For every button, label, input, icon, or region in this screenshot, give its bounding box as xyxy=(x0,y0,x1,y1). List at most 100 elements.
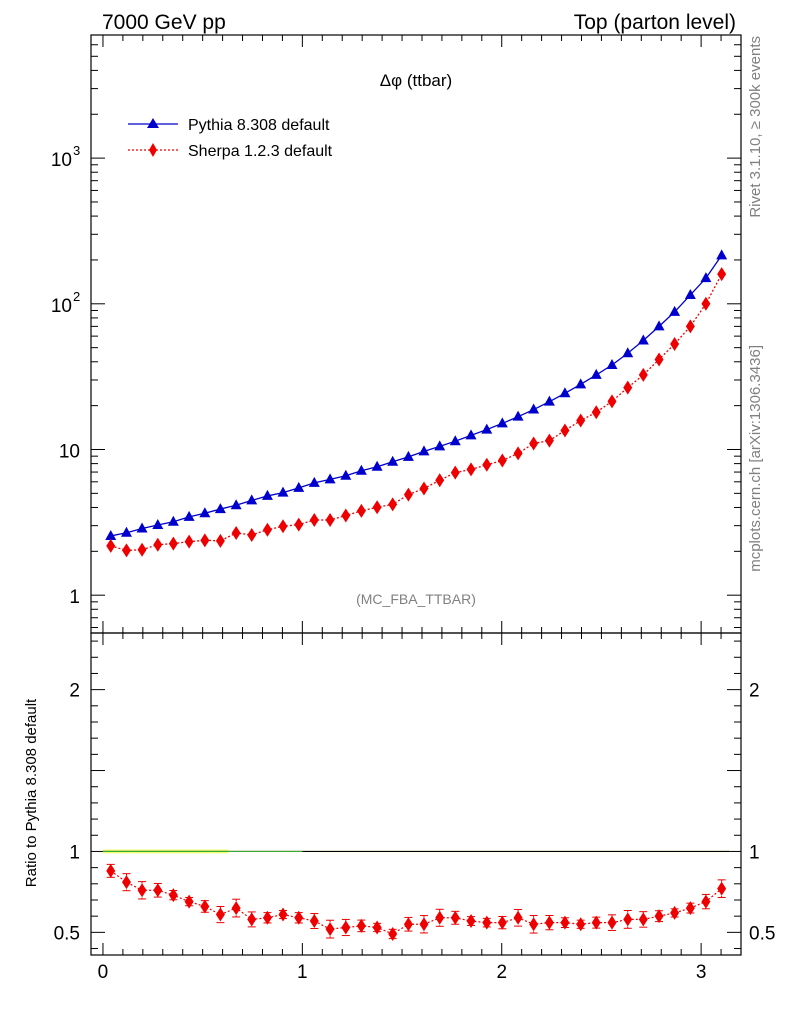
sherpa-ratio-point xyxy=(184,894,194,909)
sherpa-point xyxy=(638,367,648,382)
ratio-y-tick-label-right: 1 xyxy=(749,842,760,863)
pythia-point xyxy=(606,359,618,370)
pythia-point xyxy=(528,403,540,414)
sherpa-point xyxy=(325,513,335,528)
pythia-point xyxy=(261,489,273,500)
sherpa-ratio-point xyxy=(529,917,539,932)
sherpa-point xyxy=(372,500,382,515)
sherpa-point xyxy=(419,481,429,496)
sherpa-point xyxy=(435,473,445,488)
sherpa-line xyxy=(110,273,723,552)
pythia-point xyxy=(340,469,352,480)
pythia-point xyxy=(543,395,555,406)
y-tick-label: 1 xyxy=(69,587,80,608)
sherpa-ratio-point xyxy=(309,914,319,929)
chart-watermark: (MC_FBA_TTBAR) xyxy=(356,591,476,607)
sherpa-ratio-point xyxy=(403,917,413,932)
pythia-point xyxy=(246,494,258,505)
y-tick-label-exponent: 3 xyxy=(73,143,80,158)
sherpa-point xyxy=(309,513,319,528)
sherpa-point xyxy=(106,538,116,553)
sherpa-ratio-point xyxy=(623,912,633,927)
sherpa-ratio-point xyxy=(106,863,116,878)
sherpa-point xyxy=(544,433,554,448)
sherpa-ratio-point xyxy=(419,917,429,932)
sherpa-point xyxy=(466,462,476,477)
sherpa-ratio-point xyxy=(685,901,695,916)
ratio-y-tick-label: 2 xyxy=(69,681,80,702)
legend-label-pythia: Pythia 8.308 default xyxy=(188,117,330,134)
sherpa-point xyxy=(450,465,460,480)
sherpa-point xyxy=(262,522,272,537)
sherpa-ratio-point xyxy=(450,910,460,925)
sherpa-ratio-point xyxy=(247,912,257,927)
x-tick-label: 3 xyxy=(696,962,707,983)
pythia-point xyxy=(324,473,336,484)
sherpa-ratio-point xyxy=(388,926,398,941)
pythia-point xyxy=(387,455,399,466)
main-series-layer xyxy=(105,249,728,558)
sherpa-point xyxy=(184,534,194,549)
pythia-point xyxy=(105,529,117,540)
sherpa-ratio-point xyxy=(513,910,523,925)
sherpa-point xyxy=(513,446,523,461)
sherpa-ratio-point xyxy=(717,881,727,896)
sherpa-ratio-point xyxy=(121,875,131,890)
sherpa-ratio-point xyxy=(137,883,147,898)
pythia-point xyxy=(449,435,461,446)
ratio-y-tick-label: 1 xyxy=(69,842,80,863)
sherpa-point xyxy=(607,394,617,409)
sherpa-point xyxy=(137,542,147,557)
sherpa-ratio-point xyxy=(560,915,570,930)
y-tick-label: 10 xyxy=(51,296,72,317)
pythia-point xyxy=(230,499,242,510)
legend-marker-sherpa xyxy=(149,143,157,157)
sherpa-point xyxy=(560,423,570,438)
y-tick-label: 10 xyxy=(59,441,80,462)
legend-marker-pythia xyxy=(147,118,159,128)
sherpa-ratio-point xyxy=(544,915,554,930)
sherpa-point xyxy=(278,519,288,534)
sherpa-ratio-point xyxy=(215,907,225,922)
sherpa-point xyxy=(717,267,727,282)
sherpa-ratio-point xyxy=(325,922,335,937)
sherpa-point xyxy=(670,336,680,351)
pythia-point xyxy=(167,515,179,526)
sherpa-point xyxy=(231,526,241,541)
sherpa-ratio-point xyxy=(670,905,680,920)
x-tick-label: 1 xyxy=(297,962,308,983)
sherpa-point xyxy=(591,405,601,420)
pythia-point xyxy=(559,387,571,398)
x-tick-label: 0 xyxy=(98,962,109,983)
pythia-point xyxy=(136,522,148,533)
pythia-point xyxy=(653,320,665,331)
sherpa-ratio-point xyxy=(591,915,601,930)
sherpa-ratio-point xyxy=(356,918,366,933)
y-tick-label-exponent: 2 xyxy=(73,289,80,304)
pythia-point xyxy=(465,429,477,440)
sherpa-ratio-point xyxy=(435,910,445,925)
header-left: 7000 GeV pp xyxy=(102,11,226,34)
sherpa-ratio-point xyxy=(638,912,648,927)
ratio-y-tick-label-right: 2 xyxy=(749,681,760,702)
sherpa-point xyxy=(576,413,586,428)
chart-title: Δφ (ttbar) xyxy=(380,71,452,90)
pythia-point xyxy=(418,445,430,456)
pythia-point xyxy=(684,288,696,299)
pythia-point xyxy=(622,347,634,358)
sherpa-point xyxy=(497,453,507,468)
sherpa-point xyxy=(685,319,695,334)
sherpa-point xyxy=(294,517,304,532)
pythia-point xyxy=(637,334,649,345)
sherpa-ratio-point xyxy=(701,894,711,909)
header-right: Top (parton level) xyxy=(574,11,736,34)
sherpa-point xyxy=(654,352,664,367)
sherpa-ratio-line xyxy=(110,870,723,935)
sherpa-ratio-point xyxy=(607,915,617,930)
pythia-point xyxy=(183,510,195,521)
sherpa-point xyxy=(121,543,131,558)
sherpa-ratio-point xyxy=(497,915,507,930)
x-tick-label: 2 xyxy=(496,962,507,983)
pythia-point xyxy=(402,450,414,461)
